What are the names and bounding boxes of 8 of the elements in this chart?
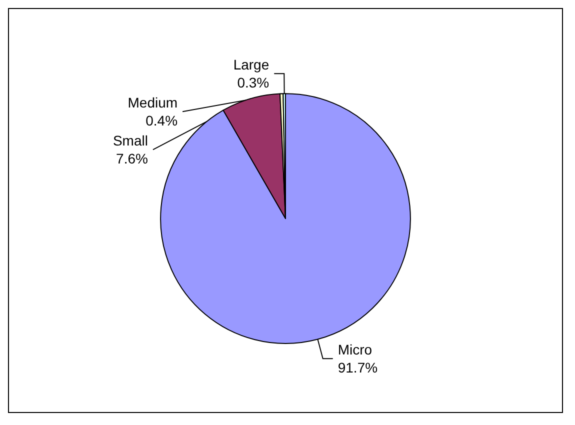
data-label: 0.3% xyxy=(237,74,270,91)
slice-label: Small xyxy=(112,132,148,149)
data-label: 7.6% xyxy=(116,150,148,167)
slice-label: Medium xyxy=(128,94,178,111)
data-label: 0.4% xyxy=(146,112,178,129)
data-label: 91.7% xyxy=(338,360,378,376)
slice-label: Micro xyxy=(338,342,372,358)
slice-label: Large xyxy=(233,56,270,73)
